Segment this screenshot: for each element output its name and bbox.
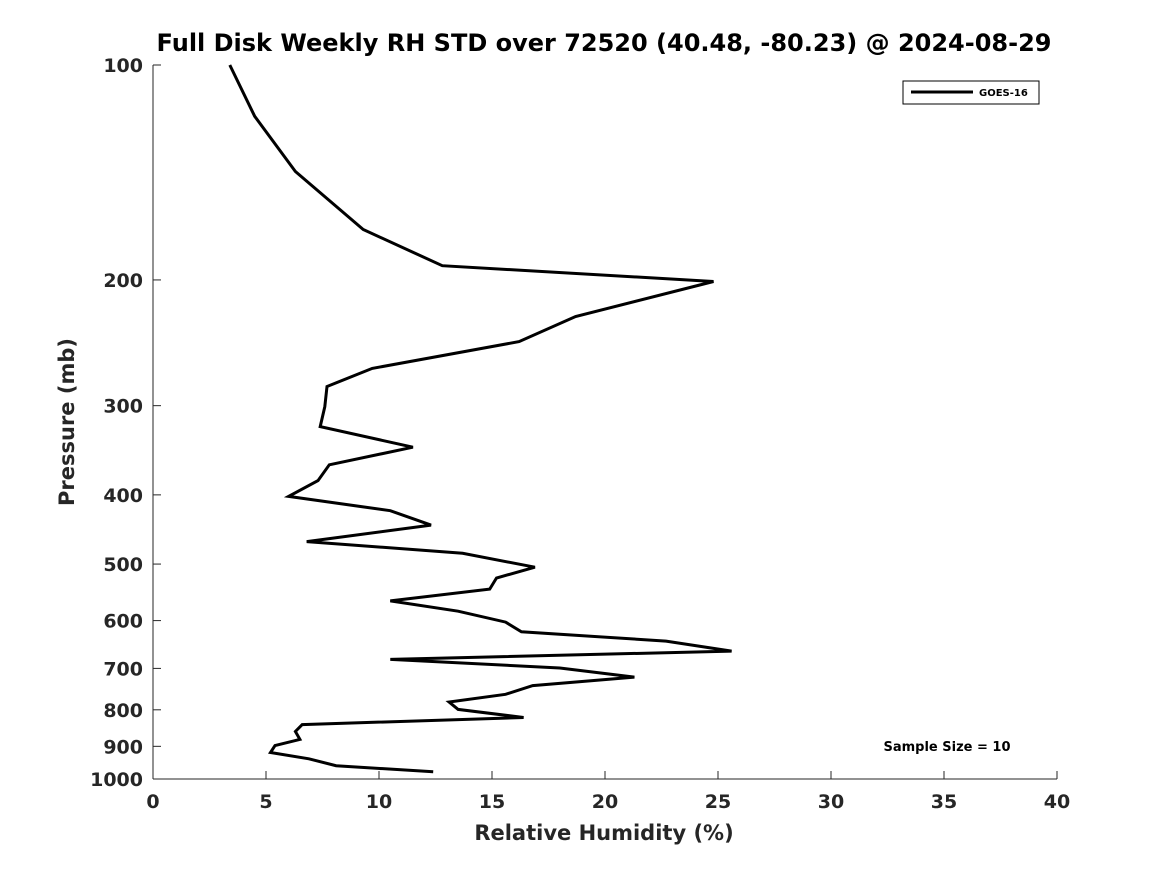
y-tick-label-800: 800 bbox=[103, 700, 143, 722]
x-tick-label-30: 30 bbox=[818, 791, 844, 813]
y-tick-label-200: 200 bbox=[103, 270, 143, 292]
y-tick-label-1000: 1000 bbox=[90, 769, 143, 791]
x-tick-label-40: 40 bbox=[1044, 791, 1070, 813]
y-tick-label-100: 100 bbox=[103, 55, 143, 77]
y-tick-label-900: 900 bbox=[103, 736, 143, 758]
y-tick-label-700: 700 bbox=[103, 658, 143, 680]
y-tick-label-600: 600 bbox=[103, 611, 143, 633]
plot-area bbox=[228, 64, 732, 774]
x-tick-label-25: 25 bbox=[705, 791, 731, 813]
x-tick-label-20: 20 bbox=[592, 791, 618, 813]
y-tick-label-400: 400 bbox=[103, 485, 143, 507]
x-tick-label-35: 35 bbox=[931, 791, 957, 813]
x-axis-label: Relative Humidity (%) bbox=[474, 821, 733, 845]
x-tick-label-15: 15 bbox=[479, 791, 505, 813]
ticks-layer: 0 5 10 15 20 25 30 35 40 100 200 300 400 500 600 700 800… bbox=[90, 55, 1070, 813]
y-tick-label-500: 500 bbox=[103, 554, 143, 576]
x-tick-label-0: 0 bbox=[146, 791, 159, 813]
x-tick-label-10: 10 bbox=[366, 791, 392, 813]
series-line-goes-16 bbox=[228, 64, 732, 774]
legend-label-goes-16: GOES-16 bbox=[979, 88, 1028, 99]
sample-size-annotation: Sample Size = 10 bbox=[883, 740, 1010, 755]
chart-title: Full Disk Weekly RH STD over 72520 (40.4… bbox=[157, 29, 1052, 57]
y-tick-label-300: 300 bbox=[103, 396, 143, 418]
y-axis-label: Pressure (mb) bbox=[55, 338, 79, 506]
legend: GOES-16 bbox=[902, 80, 1040, 105]
x-tick-label-5: 5 bbox=[259, 791, 272, 813]
